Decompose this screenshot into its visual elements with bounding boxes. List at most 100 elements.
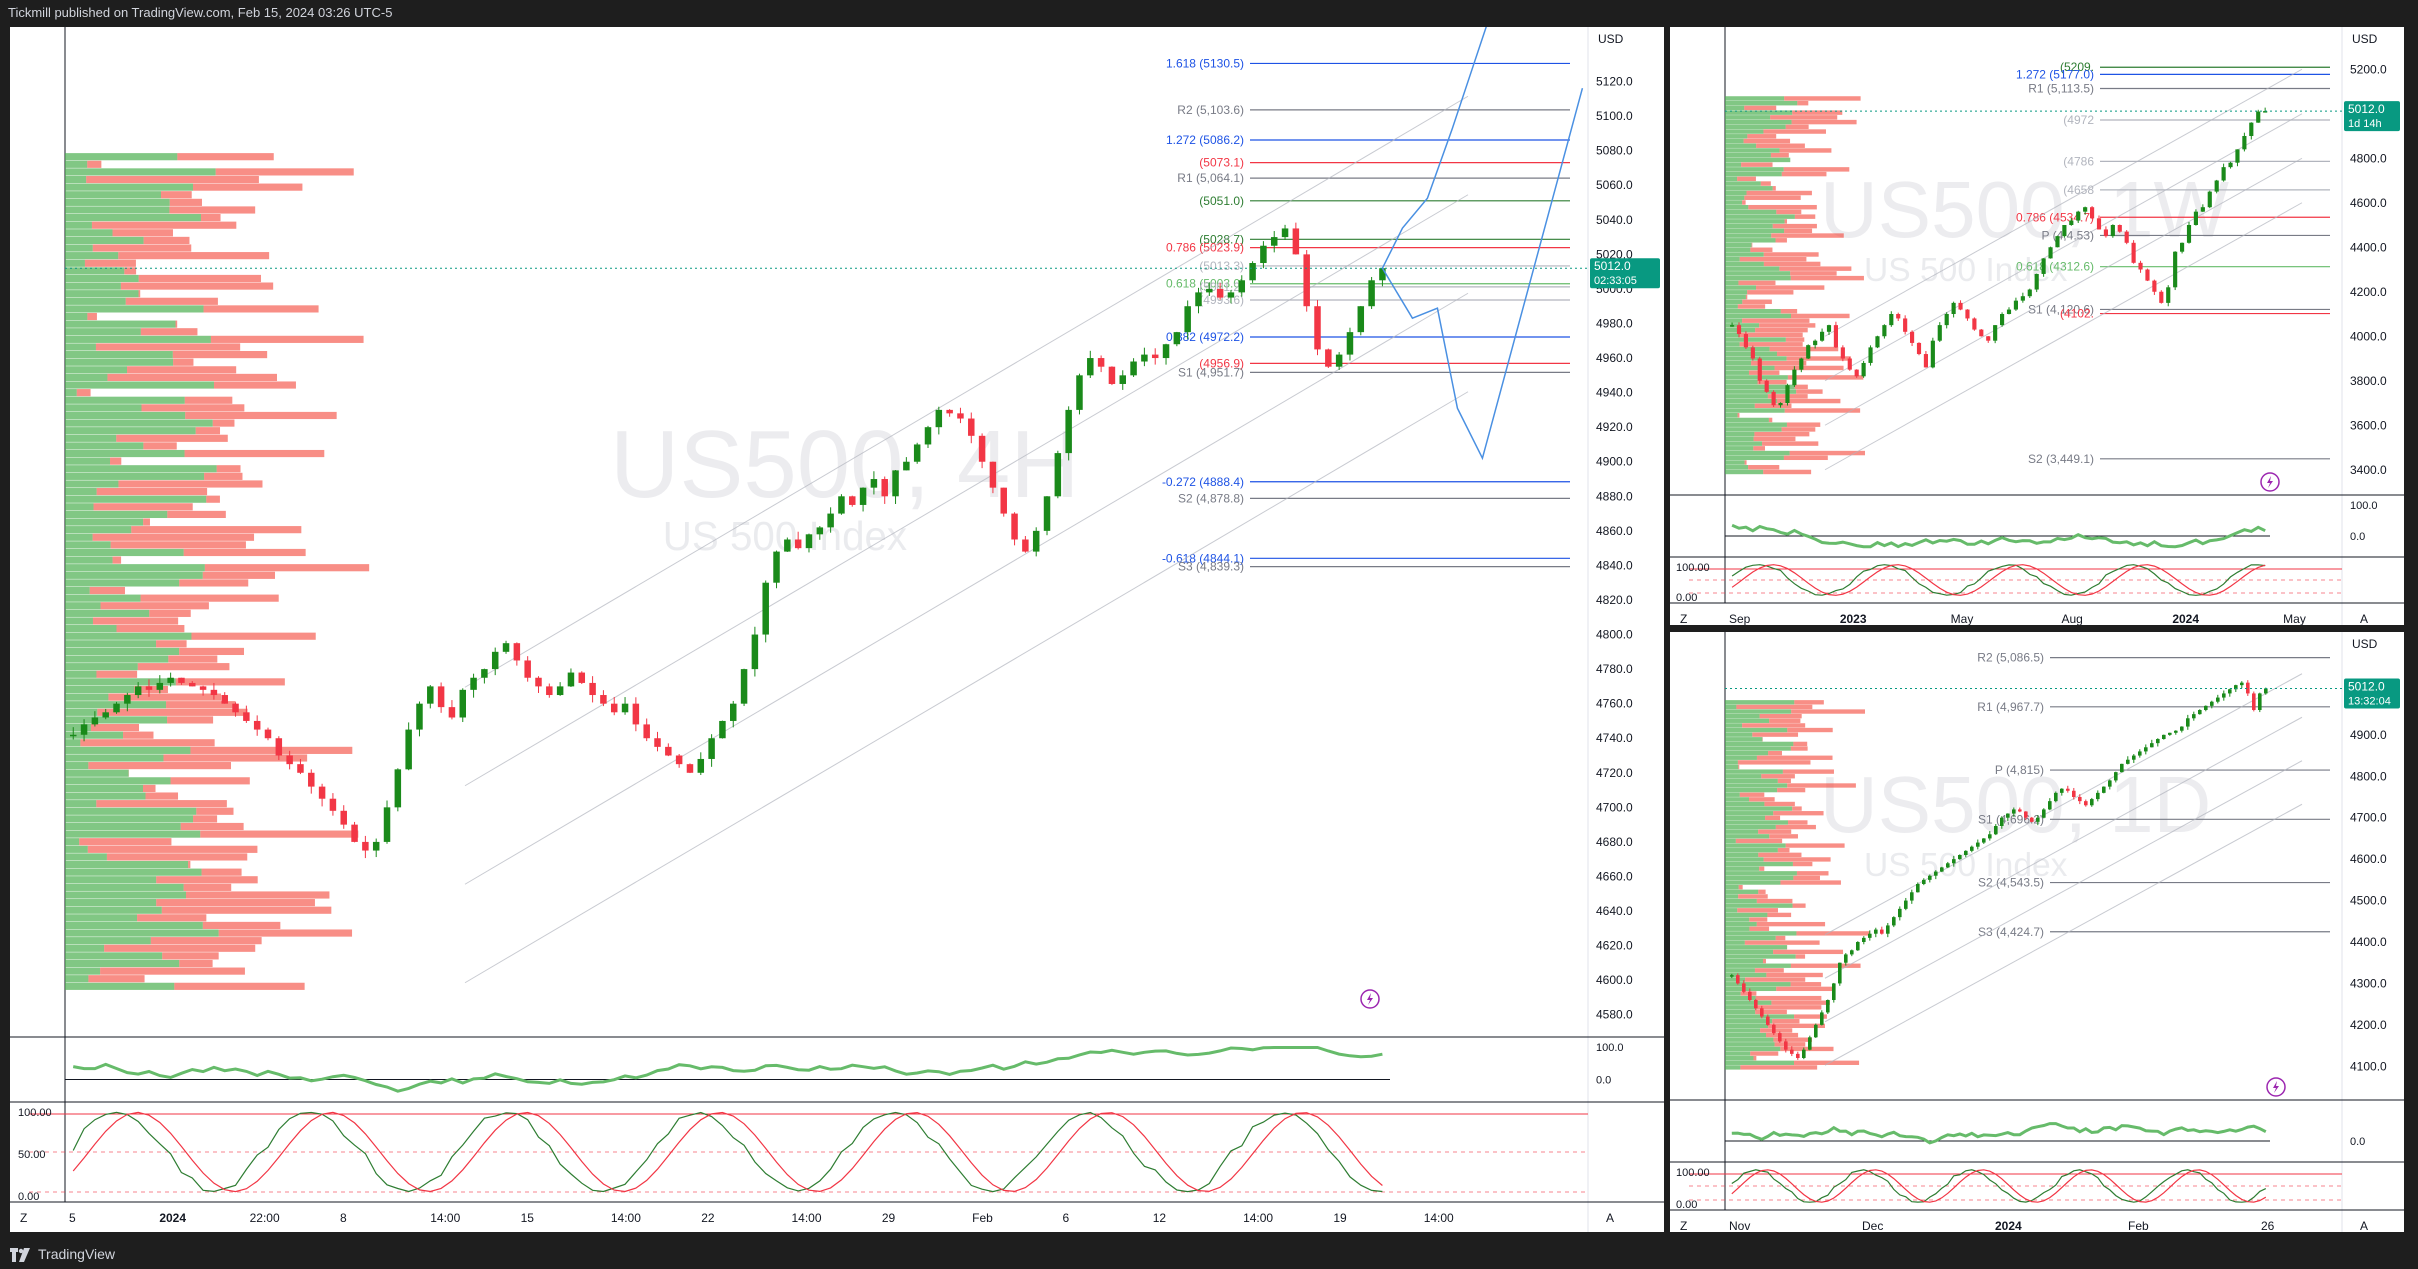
volume-profile-bar: [1738, 764, 1740, 770]
volume-profile-bar: [1725, 370, 1749, 375]
candle-body: [2159, 291, 2164, 303]
rsi-line: [1731, 523, 2266, 549]
volume-profile-bar: [1790, 963, 1861, 968]
volume-profile-bar: [65, 366, 128, 374]
volume-profile-bar: [1793, 741, 1808, 747]
candle-body: [957, 413, 964, 419]
chart-panel-4h[interactable]: US500, 4H US 500 Index USD 5120.0 5100.0 5080…: [10, 27, 1664, 1232]
time-tick-label: Sep: [1729, 612, 1751, 625]
volume-profile-bar: [1725, 1037, 1774, 1042]
candle-body: [2152, 280, 2157, 292]
lightning-icon-bolt: [2273, 1081, 2279, 1093]
level-label: S1 (4,951.7): [1178, 365, 1244, 379]
candle-body: [2069, 220, 2074, 225]
volume-profile-bar: [1725, 181, 1761, 186]
volume-profile-bar: [1758, 852, 1802, 857]
volume-profile-bar: [169, 198, 202, 206]
level-label: R1 (5,113.5): [2028, 81, 2094, 95]
candle-body: [340, 810, 347, 825]
candle-body: [978, 435, 986, 462]
volume-profile-bar: [1725, 427, 1782, 432]
volume-profile-bar: [131, 526, 302, 534]
candle-body: [156, 682, 164, 690]
volume-profile-bar: [140, 594, 279, 602]
candle-body: [1314, 306, 1321, 350]
candle-body: [1910, 892, 1914, 901]
volume-profile-bar: [1744, 105, 1777, 111]
candle-body: [1379, 268, 1386, 281]
chart-panel-1d[interactable]: US500, 1D US 500 Index USD 4900.0 4800.0 4700…: [1670, 632, 2404, 1232]
price-tick-label: 4780.0: [1596, 662, 1633, 676]
tradingview-logo-icon[interactable]: [10, 1247, 32, 1262]
candle-body: [1087, 358, 1094, 376]
candle-body: [1790, 1049, 1794, 1054]
volume-profile-bar: [1725, 949, 1774, 955]
volume-profile-bar: [65, 762, 89, 770]
level-label: 0.618 (4312.6): [2016, 260, 2094, 274]
candle-body: [794, 539, 802, 549]
regression-channel-line: [1824, 803, 2303, 1066]
volume-profile-bar: [1772, 186, 1776, 191]
volume-profile-bar: [1780, 1046, 1834, 1052]
stoch-tick-label: 100.00: [1676, 1167, 1710, 1179]
candle-body: [2120, 763, 2124, 773]
volume-profile-bar: [1784, 96, 1861, 101]
volume-profile-bar: [65, 617, 93, 625]
candle-body: [643, 724, 650, 739]
volume-profile-bar: [91, 221, 237, 229]
candle-body: [2013, 300, 2018, 310]
volume-profile-bar: [112, 556, 122, 564]
level-label: S1 (4,696.2): [1978, 812, 2044, 826]
volume-profile-bar: [185, 411, 337, 420]
candle-body: [2256, 111, 2261, 123]
volume-profile-bar: [65, 252, 119, 260]
volume-profile-bar: [1725, 963, 1791, 968]
volume-profile-bar: [1775, 824, 1816, 830]
volume-profile-bar: [65, 373, 108, 382]
candle-body: [1910, 331, 1915, 343]
candle-body: [134, 686, 142, 696]
volume-profile-bar: [65, 982, 175, 990]
candle-body: [1760, 1008, 1764, 1017]
candle-body: [1972, 318, 1977, 330]
volume-profile-bar: [65, 632, 192, 640]
volume-profile-bar: [1725, 148, 1780, 153]
candle-body: [2124, 231, 2129, 243]
volume-profile-bar: [1725, 931, 1797, 936]
candle-body: [2055, 236, 2060, 248]
level-label: R1 (5,064.1): [1177, 171, 1244, 185]
volume-profile-bar: [1756, 755, 1833, 760]
candle-body: [751, 634, 759, 670]
volume-profile-bar: [156, 640, 187, 648]
volume-profile-bar: [143, 442, 177, 450]
volume-profile-bar: [65, 914, 138, 922]
candle-body: [2138, 262, 2143, 270]
volume-profile-bar: [1725, 1046, 1781, 1052]
level-label: R2 (5,103.6): [1177, 103, 1244, 117]
volume-profile-bar: [1769, 834, 1798, 839]
candle-body: [2246, 682, 2250, 694]
volume-profile-bar: [1770, 152, 1789, 158]
volume-profile-bar: [1763, 469, 1812, 475]
volume-profile-bar: [1777, 778, 1791, 784]
candle-body: [113, 703, 120, 713]
candle-body: [1108, 366, 1116, 384]
zoom-z-button: Z: [1680, 1219, 1687, 1232]
volume-profile-bar: [65, 153, 178, 161]
candle-body: [2012, 809, 2016, 814]
candle-body: [2103, 229, 2108, 237]
volume-profile-bar: [1796, 389, 1823, 394]
candle-body: [610, 703, 618, 713]
candle-body: [2041, 258, 2046, 274]
price-tick-label: 4740.0: [1596, 731, 1633, 745]
candle-body: [1982, 838, 1986, 843]
stoch-tick-label: 100.00: [1676, 562, 1710, 574]
projection-path: [1381, 27, 1487, 269]
volume-profile-bar: [1725, 290, 1748, 295]
candle-body: [2090, 799, 2094, 806]
candle-body: [1119, 375, 1126, 384]
